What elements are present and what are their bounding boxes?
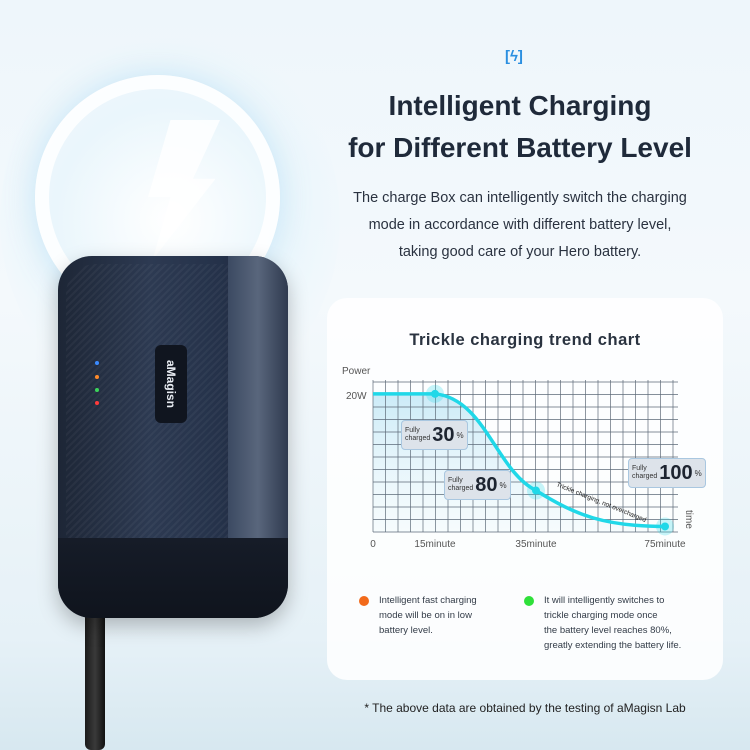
callout-value: 30 bbox=[432, 423, 455, 446]
data-point bbox=[532, 486, 540, 495]
description-line: The charge Box can intelligently switch … bbox=[353, 190, 687, 206]
chart-title: Trickle charging trend chart bbox=[409, 331, 641, 349]
led-red bbox=[95, 401, 99, 405]
callout-value: 80 bbox=[475, 473, 498, 496]
callout-fully-charged-80: Fully charged 80% bbox=[444, 470, 511, 500]
callout-label: Fully charged bbox=[405, 427, 431, 442]
headline-line1: Intelligent Charging bbox=[388, 90, 652, 121]
callout-unit: % bbox=[456, 430, 464, 440]
led-orange bbox=[95, 375, 99, 379]
callout-unit: % bbox=[694, 468, 702, 478]
legend-trickle-charging: It will intelligently switches to trickle… bbox=[544, 595, 682, 651]
description-line: mode in accordance with different batter… bbox=[368, 217, 672, 233]
callout-fully-charged-100: Fully charged 100% bbox=[628, 458, 706, 488]
battery-charging-icon: [ϟ] bbox=[505, 48, 523, 65]
data-point bbox=[661, 522, 669, 531]
brand-logo: aMagisn bbox=[155, 345, 187, 423]
callout-label: Fully charged bbox=[448, 477, 474, 492]
led-green bbox=[95, 388, 99, 392]
legend-dot-green bbox=[524, 596, 534, 606]
headline-line2: for Different Battery Level bbox=[348, 132, 692, 163]
y-tick-label: 20W bbox=[346, 391, 367, 402]
charge-box-product bbox=[58, 256, 288, 618]
usb-cable bbox=[85, 585, 105, 750]
callout-label: Fully charged bbox=[632, 465, 658, 480]
description-line: taking good care of your Hero battery. bbox=[398, 244, 642, 260]
x-tick-label: 0 bbox=[370, 539, 376, 550]
legend-dot-orange bbox=[359, 596, 369, 606]
x-tick-label: 35minute bbox=[515, 539, 557, 550]
callout-fully-charged-30: Fully charged 30% bbox=[401, 420, 468, 450]
x-tick-label: 15minute bbox=[414, 539, 456, 550]
footnote: * The above data are obtained by the tes… bbox=[364, 701, 686, 715]
y-axis-label: Power bbox=[342, 366, 371, 377]
legend-fast-charging: Intelligent fast charging mode will be on… bbox=[379, 595, 477, 636]
description: The charge Box can intelligently switch … bbox=[320, 185, 720, 266]
x-axis-label: time bbox=[683, 510, 694, 529]
x-tick-label: 75minute bbox=[644, 539, 686, 550]
data-point bbox=[431, 389, 439, 398]
led-blue bbox=[95, 361, 99, 365]
callout-unit: % bbox=[499, 480, 507, 490]
callout-value: 100 bbox=[659, 461, 693, 484]
